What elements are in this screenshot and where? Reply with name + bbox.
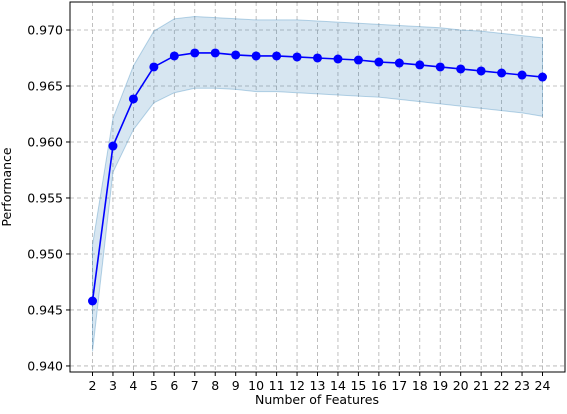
marker <box>272 51 282 61</box>
marker <box>88 296 97 306</box>
marker <box>210 48 220 58</box>
x-tick-label: 3 <box>109 378 117 393</box>
x-tick-label: 9 <box>232 378 240 393</box>
marker <box>169 51 179 61</box>
marker <box>374 57 384 67</box>
marker <box>435 62 445 72</box>
marker <box>456 64 466 74</box>
marker <box>149 62 159 72</box>
x-tick-label: 12 <box>289 378 305 393</box>
y-axis-label: Performance <box>0 147 14 227</box>
marker <box>476 66 486 76</box>
x-tick-label: 20 <box>453 378 469 393</box>
plot-frame <box>69 1 566 373</box>
x-tick-label: 4 <box>129 378 137 393</box>
marker <box>394 58 404 68</box>
y-tick-label: 0.960 <box>27 134 63 149</box>
x-tick-label: 8 <box>211 378 219 393</box>
x-tick-label: 13 <box>310 378 326 393</box>
x-tick-label: 23 <box>514 378 530 393</box>
marker <box>231 50 241 60</box>
x-tick-label: 15 <box>350 378 366 393</box>
y-tick-label: 0.950 <box>27 246 63 261</box>
x-tick-label: 2 <box>89 378 97 393</box>
x-tick-label: 7 <box>191 378 199 393</box>
marker <box>108 141 118 151</box>
marker <box>313 53 322 63</box>
y-tick-label: 0.965 <box>27 78 63 93</box>
marker <box>497 68 507 78</box>
x-tick-label: 24 <box>535 378 551 393</box>
y-tick-label: 0.970 <box>27 22 63 37</box>
x-tick-label: 5 <box>150 378 158 393</box>
y-tick-label: 0.940 <box>27 358 63 373</box>
x-tick-label: 19 <box>432 378 448 393</box>
x-tick-label: 21 <box>473 378 489 393</box>
y-tick-label: 0.955 <box>27 190 63 205</box>
marker <box>538 72 547 82</box>
x-tick-label: 14 <box>330 378 346 393</box>
marker <box>251 51 261 61</box>
x-tick-label: 6 <box>170 378 178 393</box>
confidence-band <box>92 16 543 352</box>
y-tick-label: 0.945 <box>27 302 63 317</box>
marker <box>190 48 200 58</box>
marker <box>415 60 425 70</box>
marker <box>517 70 527 80</box>
x-axis-label: Number of Features <box>255 392 379 407</box>
marker <box>353 55 363 65</box>
marker <box>333 54 343 64</box>
marker <box>292 52 302 62</box>
x-tick-label: 17 <box>391 378 407 393</box>
x-tick-label: 16 <box>371 378 387 393</box>
marker <box>128 94 138 104</box>
x-tick-label: 18 <box>412 378 428 393</box>
x-tick-label: 11 <box>269 378 285 393</box>
x-tick-label: 10 <box>248 378 264 393</box>
x-tick-label: 22 <box>494 378 510 393</box>
